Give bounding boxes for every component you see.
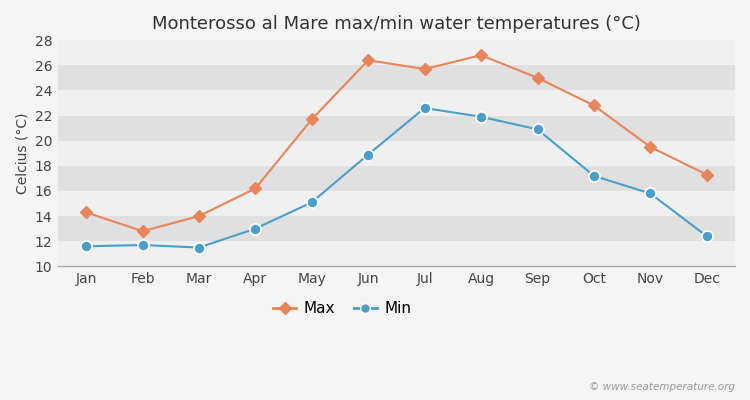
Min	[533, 127, 542, 132]
Text: © www.seatemperature.org: © www.seatemperature.org	[589, 382, 735, 392]
Legend: Max, Min: Max, Min	[267, 295, 417, 322]
Max	[590, 103, 598, 108]
Max	[308, 117, 316, 122]
Bar	[58, 166, 735, 191]
Line: Min: Min	[80, 102, 712, 253]
Min	[194, 245, 203, 250]
Line: Max: Max	[82, 51, 711, 235]
Max	[251, 186, 260, 191]
Y-axis label: Celcius (°C): Celcius (°C)	[15, 112, 29, 194]
Max	[194, 214, 203, 218]
Max	[82, 210, 91, 215]
Min	[476, 114, 485, 119]
Min	[251, 226, 260, 231]
Max	[420, 67, 429, 72]
Bar	[58, 216, 735, 241]
Min	[646, 191, 655, 196]
Bar	[58, 141, 735, 166]
Max	[476, 53, 485, 58]
Max	[533, 76, 542, 80]
Bar	[58, 241, 735, 266]
Max	[702, 172, 711, 177]
Min	[308, 200, 316, 205]
Bar	[58, 191, 735, 216]
Min	[138, 243, 147, 248]
Max	[364, 58, 373, 63]
Min	[702, 234, 711, 239]
Min	[82, 244, 91, 249]
Max	[138, 229, 147, 234]
Bar	[58, 40, 735, 65]
Bar	[58, 90, 735, 116]
Min	[364, 152, 373, 157]
Title: Monterosso al Mare max/min water temperatures (°C): Monterosso al Mare max/min water tempera…	[152, 15, 640, 33]
Min	[590, 174, 598, 178]
Min	[420, 106, 429, 110]
Bar	[58, 116, 735, 141]
Bar	[58, 65, 735, 90]
Max	[646, 144, 655, 149]
